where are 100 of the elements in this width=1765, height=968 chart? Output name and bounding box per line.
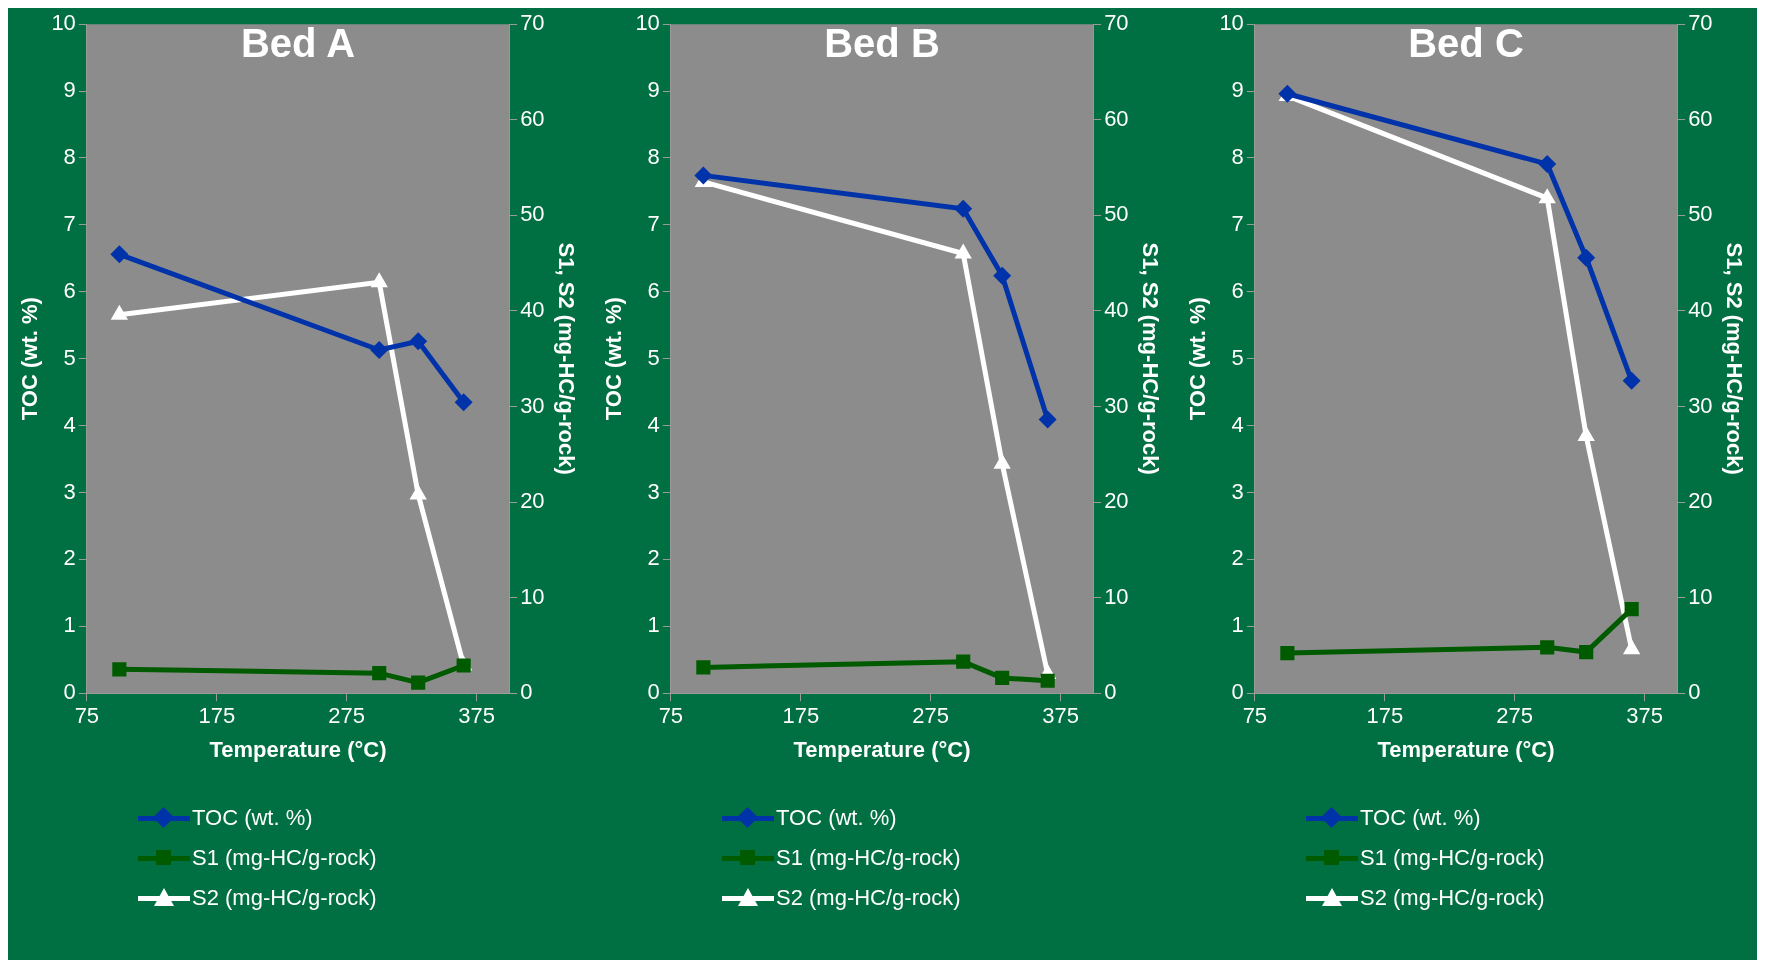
x-tick-label: 275	[328, 703, 366, 729]
y-tick-label: 7	[647, 210, 660, 236]
x-tick-label: 375	[458, 703, 496, 729]
point	[370, 341, 389, 359]
legend-label: S1 (mg-HC/g-rock)	[1360, 845, 1545, 871]
y-tick-label: 9	[63, 77, 76, 103]
point	[1540, 640, 1555, 655]
y-tick-label: 3	[647, 478, 660, 504]
y-tick-label: 10	[635, 10, 660, 36]
y-tick-label: 6	[647, 277, 660, 303]
point	[409, 484, 427, 500]
y-tick-label: 4	[63, 411, 76, 437]
y-tick-label: 1	[63, 612, 76, 638]
y-axis-title: TOC (wt. %)	[601, 297, 627, 421]
y-axis-title: TOC (wt. %)	[17, 297, 43, 421]
y-tick-label: 4	[1231, 411, 1244, 437]
point	[954, 243, 972, 259]
y-tick-label: 1	[647, 612, 660, 638]
point	[409, 332, 428, 351]
y-tick-label: 1	[1231, 612, 1244, 638]
y-tick-label: 0	[63, 679, 76, 705]
y-axis-title: TOC (wt. %)	[1185, 297, 1211, 421]
y2-tick-label: 0	[1104, 679, 1117, 705]
point	[1622, 371, 1641, 390]
y-tick-label: 9	[647, 77, 660, 103]
x-tick-label: 275	[1496, 703, 1534, 729]
y2-tick-label: 30	[520, 392, 545, 418]
y2-tick-label: 20	[1104, 488, 1129, 514]
x-tick-label: 375	[1042, 703, 1080, 729]
point	[1577, 426, 1595, 442]
y2-axis-title: S1, S2 (mg-HC/g-rock)	[553, 242, 579, 475]
y-tick-label: 10	[1219, 10, 1244, 36]
y-tick-label: 7	[1231, 210, 1244, 236]
x-axis-title: Temperature (°C)	[793, 736, 971, 762]
y-tick-label: 8	[1231, 144, 1244, 170]
x-tick-label: 75	[658, 703, 684, 729]
y2-axis-title: S1, S2 (mg-HC/g-rock)	[1721, 242, 1747, 475]
x-tick-label: 275	[912, 703, 950, 729]
y-tick-label: 5	[1231, 344, 1244, 370]
point	[956, 654, 971, 669]
y2-tick-label: 20	[1688, 488, 1713, 514]
y-tick-label: 8	[63, 144, 76, 170]
x-tick-label: 175	[782, 703, 820, 729]
y-tick-label: 5	[647, 344, 660, 370]
point	[372, 666, 387, 681]
y2-tick-label: 0	[1688, 679, 1701, 705]
y2-tick-label: 50	[1688, 201, 1713, 227]
y-tick-label: 10	[51, 10, 76, 36]
y-tick-label: 5	[63, 344, 76, 370]
point	[1038, 410, 1057, 429]
point	[1577, 248, 1596, 267]
legend-label: S1 (mg-HC/g-rock)	[776, 845, 961, 871]
y-tick-label: 7	[63, 210, 76, 236]
y-tick-label: 3	[1231, 478, 1244, 504]
x-axis-title: Temperature (°C)	[1377, 736, 1555, 762]
y-tick-label: 2	[647, 545, 660, 571]
y2-tick-label: 70	[520, 10, 545, 36]
point	[454, 393, 473, 412]
legend-label: S1 (mg-HC/g-rock)	[192, 845, 377, 871]
point	[1538, 155, 1557, 174]
y-tick-label: 3	[63, 478, 76, 504]
point	[1280, 645, 1295, 661]
point	[1538, 188, 1556, 204]
y-tick-label: 2	[63, 545, 76, 571]
y-tick-label: 0	[1231, 679, 1244, 705]
point	[954, 199, 973, 218]
x-axis-title: Temperature (°C)	[209, 736, 387, 762]
y-tick-label: 0	[647, 679, 660, 705]
y2-tick-label: 50	[1104, 201, 1129, 227]
y2-tick-label: 70	[1104, 10, 1129, 36]
point	[696, 660, 711, 675]
y2-tick-label: 60	[1688, 105, 1713, 131]
y2-tick-label: 60	[520, 105, 545, 131]
point	[411, 675, 426, 690]
y2-tick-label: 0	[520, 679, 533, 705]
y-tick-label: 2	[1231, 545, 1244, 571]
chart-title: Bed B	[824, 21, 940, 66]
legend-label: TOC (wt. %)	[192, 805, 313, 831]
y2-tick-label: 20	[520, 488, 545, 514]
x-tick-label: 375	[1626, 703, 1664, 729]
y-tick-label: 8	[647, 144, 660, 170]
x-tick-label: 175	[198, 703, 236, 729]
x-tick-label: 75	[74, 703, 100, 729]
legend-label: TOC (wt. %)	[1360, 805, 1481, 831]
x-tick-label: 75	[1242, 703, 1268, 729]
x-tick-label: 175	[1366, 703, 1404, 729]
point	[993, 266, 1012, 285]
point	[993, 453, 1011, 469]
y2-tick-label: 30	[1688, 392, 1713, 418]
chart-title: Bed A	[240, 21, 356, 66]
y2-tick-label: 10	[1104, 583, 1129, 609]
y2-tick-label: 10	[1688, 583, 1713, 609]
y2-tick-label: 40	[1104, 296, 1129, 322]
y2-tick-label: 10	[520, 583, 545, 609]
legend-label: S2 (mg-HC/g-rock)	[1360, 885, 1545, 911]
legend-label: TOC (wt. %)	[776, 805, 897, 831]
y-tick-label: 4	[647, 411, 660, 437]
y2-tick-label: 40	[1688, 296, 1713, 322]
point	[370, 272, 388, 288]
point	[112, 662, 127, 677]
